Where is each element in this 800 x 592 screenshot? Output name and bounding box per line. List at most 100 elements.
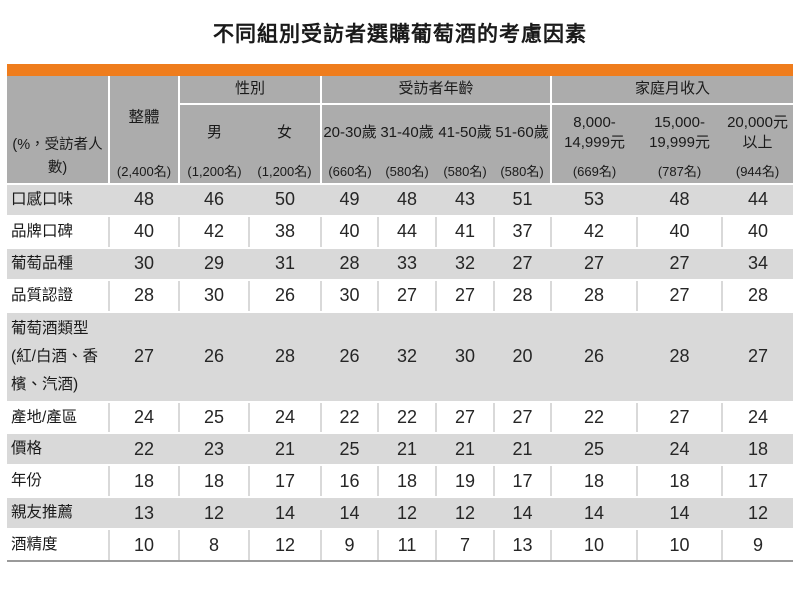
value-cell: 22 xyxy=(551,401,639,435)
value-cell: 38 xyxy=(249,215,323,249)
value-cell: 25 xyxy=(179,401,250,435)
row-label: 酒精度 xyxy=(7,529,110,563)
table-row: 葡萄品種 30 29 31 28 33 32 27 27 27 34 xyxy=(7,247,794,281)
value-cell: 26 xyxy=(321,311,380,403)
value-cell: 27 xyxy=(378,279,438,313)
row-label: 品牌口碑 xyxy=(7,215,110,249)
value-cell: 30 xyxy=(179,279,250,313)
row-label: 口感口味 xyxy=(7,184,110,217)
table-row: 葡萄酒類型(紅/白酒、香檳、汽酒) 27 26 28 26 32 30 20 26 28 27 xyxy=(7,311,794,403)
value-cell: 48 xyxy=(378,184,438,217)
sample-size: (1,200名) xyxy=(178,161,249,185)
value-cell: 22 xyxy=(109,433,180,467)
value-cell: 21 xyxy=(436,433,496,467)
value-cell: 27 xyxy=(109,311,180,403)
value-cell: 44 xyxy=(722,184,794,217)
value-cell: 50 xyxy=(249,184,323,217)
value-cell: 24 xyxy=(637,433,724,467)
value-cell: 26 xyxy=(551,311,639,403)
sample-size: (669名) xyxy=(550,161,638,185)
value-cell: 13 xyxy=(494,529,553,563)
value-cell: 40 xyxy=(722,215,794,249)
value-cell: 40 xyxy=(109,215,180,249)
row-label: 價格 xyxy=(7,433,110,467)
value-cell: 27 xyxy=(494,247,553,281)
value-cell: 24 xyxy=(109,401,180,435)
value-cell: 12 xyxy=(249,529,323,563)
table-row: 品牌口碑 40 42 38 40 44 41 37 42 40 40 xyxy=(7,215,794,249)
value-cell: 24 xyxy=(249,401,323,435)
value-cell: 13 xyxy=(109,497,180,531)
column-header: 20,000元以上 xyxy=(722,104,794,161)
value-cell: 28 xyxy=(249,311,323,403)
value-cell: 25 xyxy=(321,433,380,467)
row-label: 品質認證 xyxy=(7,279,110,313)
value-cell: 27 xyxy=(722,311,794,403)
group-header: 家庭月收入 xyxy=(550,76,794,105)
value-cell: 29 xyxy=(179,247,250,281)
value-cell: 14 xyxy=(249,497,323,531)
value-cell: 28 xyxy=(722,279,794,313)
value-cell: 12 xyxy=(378,497,438,531)
value-cell: 27 xyxy=(436,279,496,313)
table-row: 品質認證 28 30 26 30 27 27 28 28 27 28 xyxy=(7,279,794,313)
value-cell: 12 xyxy=(436,497,496,531)
table-row: 酒精度 10 8 12 9 11 7 13 10 10 9 xyxy=(7,529,794,563)
value-cell: 27 xyxy=(436,401,496,435)
value-cell: 32 xyxy=(378,311,438,403)
value-cell: 43 xyxy=(436,184,496,217)
value-cell: 46 xyxy=(179,184,250,217)
column-header: 男 xyxy=(178,104,249,161)
corner-header: (%，受訪者人數) xyxy=(7,76,109,185)
value-cell: 8 xyxy=(179,529,250,563)
value-cell: 11 xyxy=(378,529,438,563)
table-body: 口感口味 48 46 50 49 48 43 51 53 48 44 品牌口碑 40 42 38 40 44 41… xyxy=(7,184,794,563)
value-cell: 23 xyxy=(179,433,250,467)
value-cell: 18 xyxy=(551,465,639,499)
row-label: 年份 xyxy=(7,465,110,499)
value-cell: 22 xyxy=(378,401,438,435)
overall-column-header: 整體 xyxy=(108,76,179,161)
value-cell: 31 xyxy=(249,247,323,281)
sample-size: (787名) xyxy=(637,161,723,185)
value-cell: 14 xyxy=(494,497,553,531)
value-cell: 48 xyxy=(109,184,180,217)
value-cell: 16 xyxy=(321,465,380,499)
value-cell: 18 xyxy=(637,465,724,499)
row-label: 產地/產區 xyxy=(7,401,110,435)
sample-size: (580名) xyxy=(436,161,495,185)
row-label: 葡萄品種 xyxy=(7,247,110,281)
sample-size: (660名) xyxy=(320,161,379,185)
value-cell: 27 xyxy=(551,247,639,281)
row-label: 親友推薦 xyxy=(7,497,110,531)
value-cell: 9 xyxy=(321,529,380,563)
value-cell: 28 xyxy=(321,247,380,281)
column-header: 51-60歲 xyxy=(494,104,552,161)
column-header: 女 xyxy=(249,104,322,161)
sample-size: (580名) xyxy=(494,161,552,185)
value-cell: 26 xyxy=(249,279,323,313)
value-cell: 27 xyxy=(637,401,724,435)
value-cell: 25 xyxy=(551,433,639,467)
value-cell: 10 xyxy=(637,529,724,563)
sample-size: (944名) xyxy=(722,161,794,185)
column-header: 31-40歲 xyxy=(378,104,437,161)
value-cell: 32 xyxy=(436,247,496,281)
value-cell: 24 xyxy=(722,401,794,435)
value-cell: 27 xyxy=(637,247,724,281)
value-cell: 34 xyxy=(722,247,794,281)
data-table: (%，受訪者人數) 整體 性別 受訪者年齡 家庭月收入男女 20-30歲 31-40歲 41-… xyxy=(7,76,794,563)
value-cell: 42 xyxy=(179,215,250,249)
table-row: 親友推薦 13 12 14 14 12 12 14 14 14 12 xyxy=(7,497,794,531)
value-cell: 22 xyxy=(321,401,380,435)
value-cell: 17 xyxy=(249,465,323,499)
value-cell: 9 xyxy=(722,529,794,563)
sample-size: (580名) xyxy=(378,161,437,185)
value-cell: 28 xyxy=(551,279,639,313)
value-cell: 14 xyxy=(637,497,724,531)
value-cell: 20 xyxy=(494,311,553,403)
value-cell: 42 xyxy=(551,215,639,249)
value-cell: 28 xyxy=(637,311,724,403)
column-header: 20-30歲 xyxy=(320,104,379,161)
value-cell: 18 xyxy=(378,465,438,499)
